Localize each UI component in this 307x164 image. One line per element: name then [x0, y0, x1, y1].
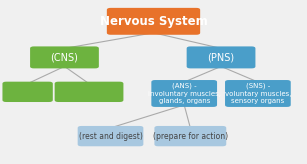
Text: Nervous System: Nervous System	[100, 15, 207, 28]
FancyBboxPatch shape	[2, 82, 53, 102]
Text: (ANS) -
involuntary muscles,
glands, organs: (ANS) - involuntary muscles, glands, org…	[148, 83, 221, 104]
Text: (prepare for action): (prepare for action)	[153, 132, 228, 141]
Text: (SNS) -
voluntary muscles,
sensory organs: (SNS) - voluntary muscles, sensory organ…	[225, 83, 291, 104]
Text: (rest and digest): (rest and digest)	[79, 132, 142, 141]
FancyBboxPatch shape	[225, 80, 291, 107]
Text: (CNS): (CNS)	[51, 52, 78, 62]
FancyBboxPatch shape	[187, 46, 255, 68]
FancyBboxPatch shape	[154, 126, 226, 146]
FancyBboxPatch shape	[78, 126, 143, 146]
FancyBboxPatch shape	[55, 82, 123, 102]
FancyBboxPatch shape	[30, 46, 99, 68]
FancyBboxPatch shape	[107, 8, 200, 35]
FancyBboxPatch shape	[151, 80, 217, 107]
Text: (PNS): (PNS)	[208, 52, 235, 62]
